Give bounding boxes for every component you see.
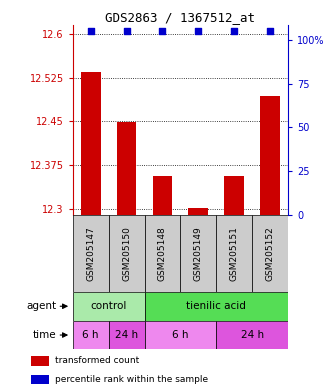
Bar (31, 356, 49, 366)
Point (231, 28, 237, 34)
Bar (81, 72, 101, 215)
Bar (216, 215, 252, 292)
Bar (117, 122, 136, 215)
Text: tienilic acid: tienilic acid (186, 301, 246, 311)
Text: GSM205151: GSM205151 (230, 226, 239, 281)
Bar (145, 292, 288, 321)
Text: 24 h: 24 h (241, 330, 264, 340)
Text: GSM205150: GSM205150 (122, 226, 131, 281)
Bar (145, 321, 216, 349)
Bar (188, 208, 208, 215)
Bar (260, 96, 280, 215)
Text: time: time (33, 330, 57, 340)
Text: percentile rank within the sample: percentile rank within the sample (55, 375, 209, 384)
Text: 24 h: 24 h (115, 330, 138, 340)
Bar (145, 215, 180, 292)
Point (196, 28, 201, 34)
Bar (73, 215, 109, 292)
Text: GSM205148: GSM205148 (158, 226, 167, 281)
Bar (31, 375, 49, 384)
Title: GDS2863 / 1367512_at: GDS2863 / 1367512_at (105, 11, 256, 24)
Point (88, 28, 93, 34)
Text: GSM205149: GSM205149 (194, 226, 203, 281)
Point (267, 28, 273, 34)
Bar (73, 292, 145, 321)
Text: control: control (90, 301, 127, 311)
Bar (216, 321, 288, 349)
Text: GSM205147: GSM205147 (86, 226, 95, 281)
Text: GSM205152: GSM205152 (265, 226, 274, 281)
Bar (153, 176, 172, 215)
Point (124, 28, 129, 34)
Bar (109, 215, 145, 292)
Bar (224, 176, 244, 215)
Text: agent: agent (26, 301, 57, 311)
Bar (73, 321, 109, 349)
Text: 6 h: 6 h (172, 330, 189, 340)
Bar (180, 215, 216, 292)
Text: transformed count: transformed count (55, 356, 140, 365)
Text: 6 h: 6 h (82, 330, 99, 340)
Point (160, 28, 165, 34)
Bar (252, 215, 288, 292)
Bar (109, 321, 145, 349)
